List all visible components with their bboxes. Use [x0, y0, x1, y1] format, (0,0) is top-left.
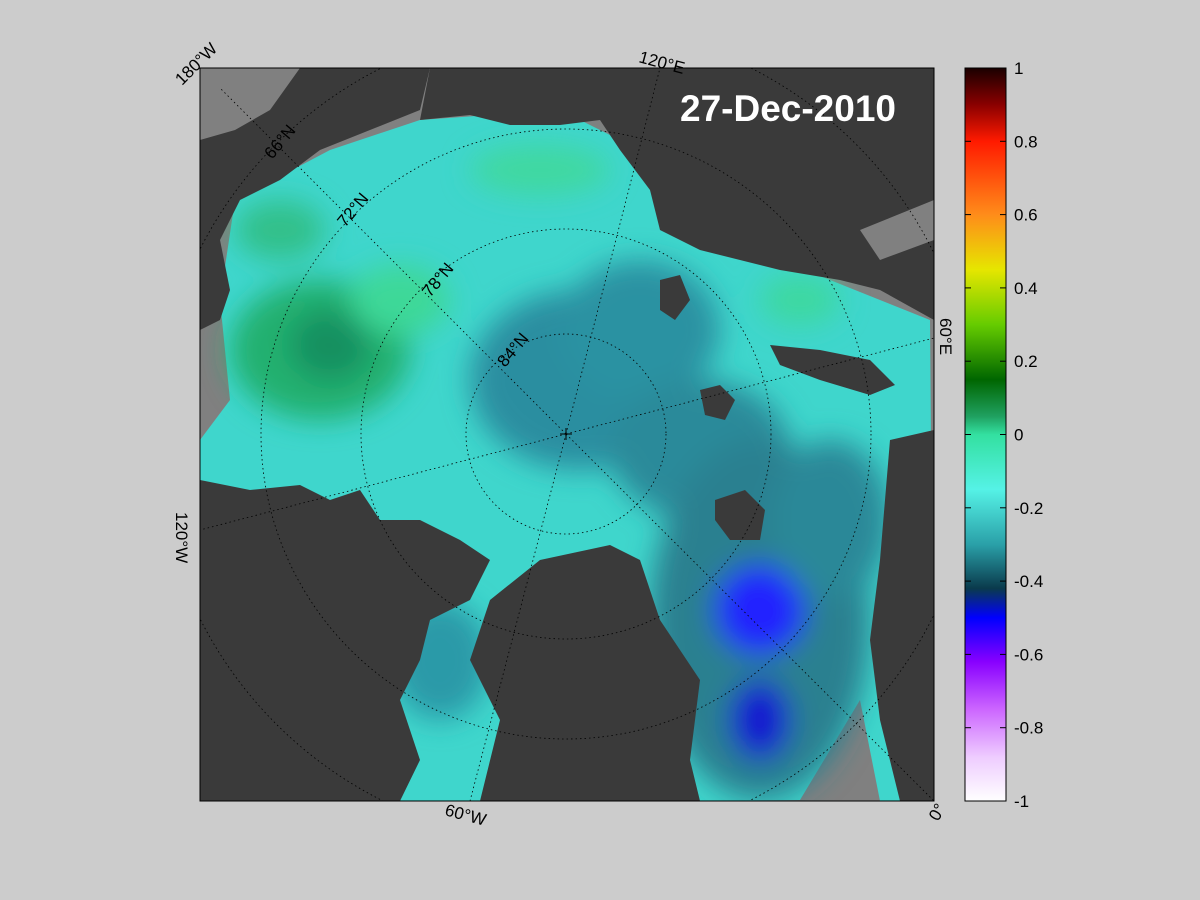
colorbar-tick-label: 1: [1014, 59, 1023, 78]
coastal-ice: [200, 68, 934, 260]
colorbar-ticks: 1 0.8 0.6 0.4 0.2 0 -0.2 -0.4 -0.6 -0.8 -1: [965, 59, 1043, 811]
colorbar-tick-label: -0.4: [1014, 572, 1043, 591]
lon-label-0: 0°: [925, 800, 950, 824]
colorbar-tick-label: 0.8: [1014, 132, 1038, 151]
anomaly-field: [230, 145, 890, 800]
colorbar-tick-label: -0.8: [1014, 719, 1043, 738]
map-border: [199, 67, 935, 802]
lon-label-60e: 60°E: [936, 318, 955, 355]
colorbar-gradient: [965, 68, 1006, 801]
lon-label-60w: 60°W: [443, 801, 488, 830]
colorbar-tick-label: 0.4: [1014, 279, 1038, 298]
colorbar-tick-label: 0.2: [1014, 352, 1038, 371]
colorbar-tick-label: 0: [1014, 426, 1023, 445]
colorbar-tick-label: -0.6: [1014, 645, 1043, 664]
colorbar: 1 0.8 0.6 0.4 0.2 0 -0.2 -0.4 -0.6 -0.8 -1: [964, 59, 1043, 811]
date-label: 27-Dec-2010: [680, 88, 896, 129]
colorbar-tick-label: -0.2: [1014, 499, 1043, 518]
map-area: [200, 68, 934, 801]
latitude-circles: [200, 68, 934, 801]
lon-label-120w: 120°W: [172, 512, 191, 563]
colorbar-tick-label: 0.6: [1014, 206, 1038, 225]
land-masses: [200, 68, 934, 801]
pole-marker: [560, 428, 572, 440]
colorbar-tick-label: -1: [1014, 792, 1029, 811]
meridians: [200, 68, 934, 801]
